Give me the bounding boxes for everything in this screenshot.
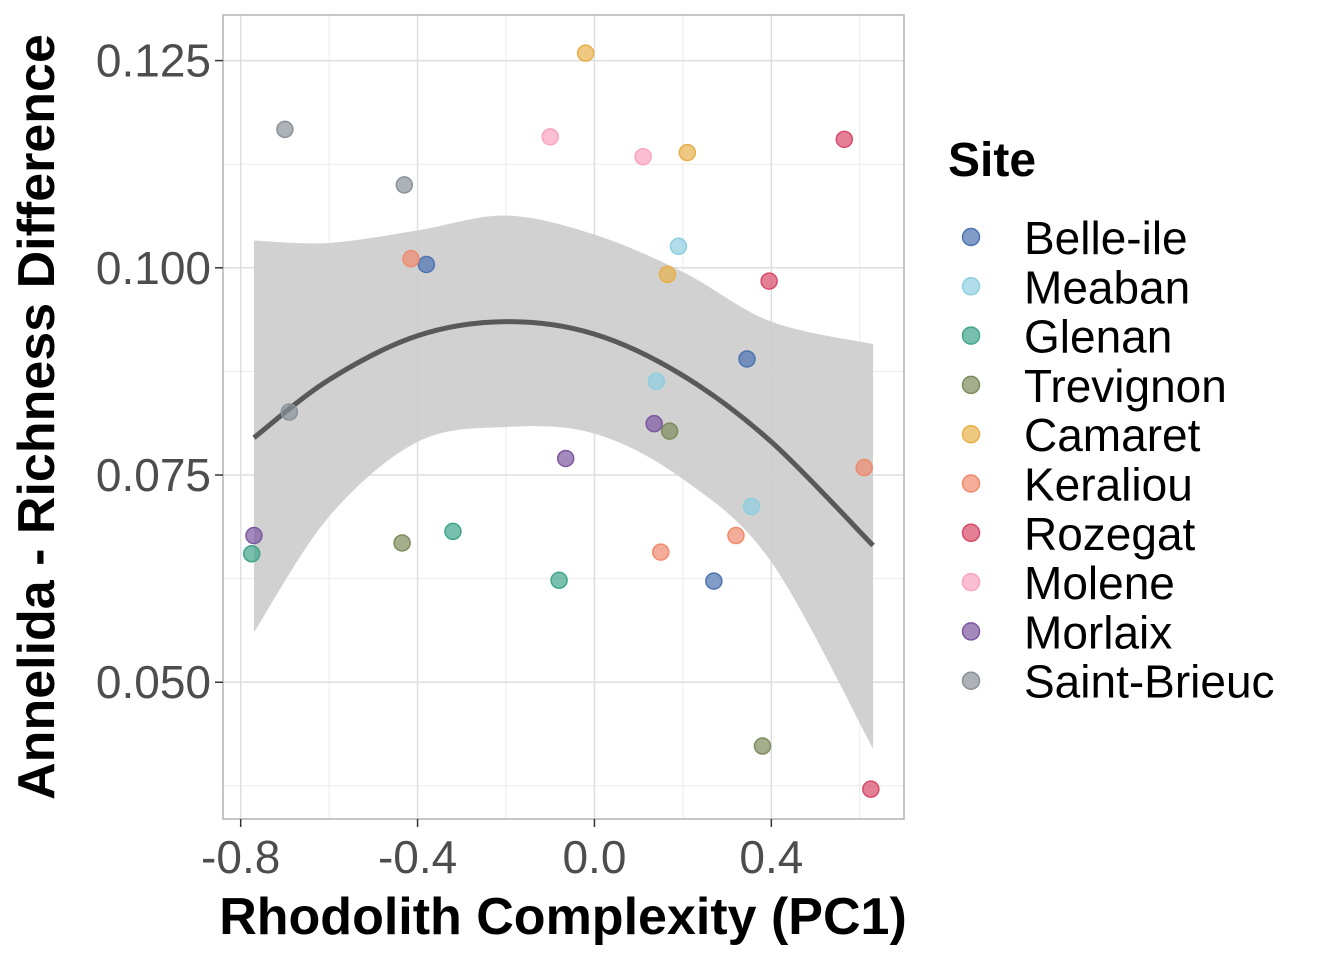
legend-title: Site [948, 134, 1036, 187]
point-belle-ile-1 [738, 350, 756, 368]
legend-key-glenan [961, 326, 981, 345]
point-molene-0 [541, 128, 559, 146]
legend-label-camaret: Camaret [1024, 409, 1201, 461]
x-tick-label-3: 0.4 [739, 831, 803, 883]
point-belle-ile-0 [417, 255, 436, 274]
point-rozegat-2 [862, 780, 880, 798]
legend-key-morlaix [961, 622, 981, 641]
legend-label-glenan: Glenan [1024, 311, 1172, 363]
y-axis-ticks: 0.050 0.075 0.100 0.125 [96, 35, 223, 708]
point-keraliou-1 [652, 543, 670, 561]
y-tick-label-3: 0.125 [96, 35, 211, 87]
legend-label-molene: Molene [1024, 557, 1175, 609]
legend-key-trevignon [961, 375, 981, 395]
point-camaret-0 [576, 44, 595, 62]
point-meaban-1 [647, 372, 666, 391]
legend-label-morlaix: Morlaix [1024, 606, 1172, 658]
smooth-trend-line [252, 319, 875, 548]
point-trevignon-2 [753, 737, 772, 755]
legend-label-rozegat: Rozegat [1024, 508, 1196, 560]
y-axis-title: Annelida - Richness Difference [8, 34, 66, 800]
x-tick-label-2: 0.0 [562, 831, 626, 883]
point-rozegat-1 [760, 272, 778, 290]
point-meaban-0 [669, 237, 688, 256]
point-trevignon-1 [660, 422, 679, 440]
point-belle-ile-2 [705, 572, 723, 590]
legend-label-meaban: Meaban [1024, 261, 1190, 313]
point-camaret-1 [678, 143, 697, 162]
y-tick-label-1: 0.075 [96, 449, 211, 501]
point-glenan-0 [242, 545, 261, 563]
confidence-ribbon [253, 215, 874, 749]
legend-label-saint-brieuc: Saint-Brieuc [1024, 656, 1275, 708]
point-meaban-2 [742, 497, 761, 516]
legend-key-camaret [961, 424, 981, 444]
point-keraliou-0 [402, 249, 420, 268]
y-tick-label-2: 0.100 [96, 242, 211, 294]
legend-key-meaban [961, 277, 981, 296]
plot-panel-border [222, 14, 905, 820]
point-rozegat-0 [835, 130, 854, 149]
point-saint-brieuc-2 [280, 403, 299, 421]
data-points [242, 44, 880, 798]
legend-key-belle-ile [961, 227, 981, 247]
point-camaret-2 [658, 265, 677, 284]
legend-key-rozegat [961, 523, 981, 543]
x-axis-title: Rhodolith Complexity (PC1) [219, 888, 907, 946]
point-glenan-1 [444, 522, 462, 541]
legend-label-trevignon: Trevignon [1024, 360, 1227, 412]
point-glenan-2 [550, 571, 568, 590]
x-axis-ticks: -0.8 -0.4 0.0 0.4 [201, 819, 803, 883]
point-morlaix-2 [645, 414, 663, 433]
point-morlaix-1 [556, 449, 575, 468]
x-tick-label-0: -0.8 [201, 831, 280, 883]
x-tick-label-1: -0.4 [378, 831, 457, 883]
point-keraliou-3 [855, 458, 873, 477]
point-molene-1 [634, 147, 652, 166]
legend: Site Belle-ileMeabanGlenanTrevignonCamar… [948, 134, 1275, 708]
point-morlaix-0 [245, 526, 263, 545]
point-trevignon-0 [393, 534, 411, 552]
legend-label-belle-ile: Belle-ile [1024, 212, 1188, 264]
legend-key-molene [961, 572, 981, 592]
legend-label-keraliou: Keraliou [1024, 459, 1193, 511]
y-tick-label-0: 0.050 [96, 656, 211, 708]
point-saint-brieuc-0 [276, 120, 294, 139]
legend-key-saint-brieuc [961, 671, 981, 690]
legend-key-keraliou [961, 474, 981, 493]
point-keraliou-2 [727, 526, 745, 545]
point-saint-brieuc-1 [395, 176, 414, 194]
